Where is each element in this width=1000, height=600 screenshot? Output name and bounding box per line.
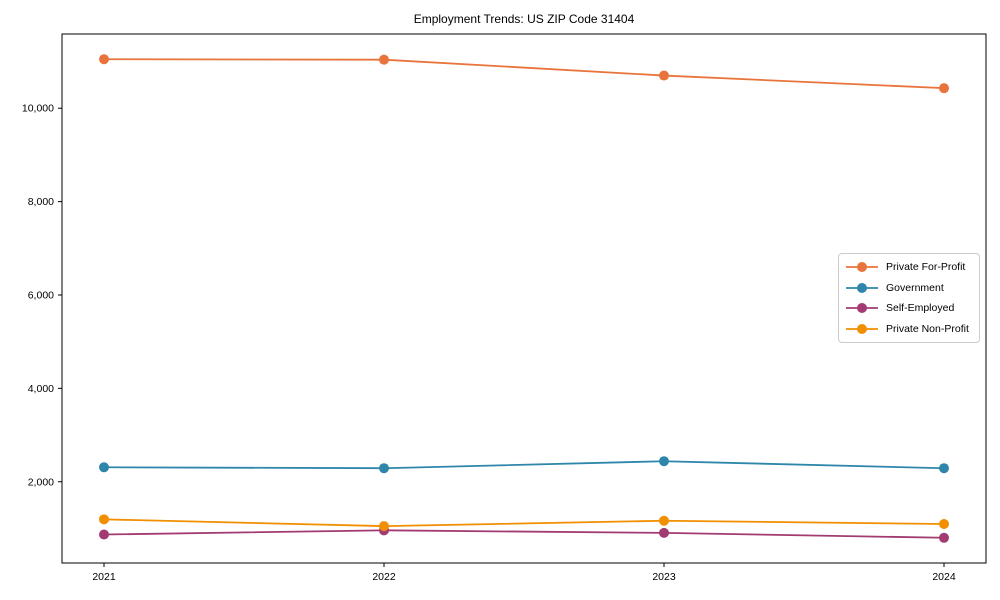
y-tick-label: 10,000 [22, 103, 54, 115]
x-tick-label: 2021 [92, 571, 116, 583]
data-point [659, 527, 669, 538]
data-point [99, 462, 109, 473]
legend-label: Government [886, 281, 944, 294]
y-tick-label: 4,000 [28, 383, 54, 395]
y-tick-label: 6,000 [28, 289, 54, 301]
legend-label: Self-Employed [886, 302, 955, 315]
data-point [939, 463, 949, 474]
data-point [379, 54, 389, 65]
x-tick-label: 2023 [652, 571, 676, 583]
x-tick-label: 2024 [932, 571, 956, 583]
legend-entry: Self-Employed [845, 302, 973, 314]
legend-marker-icon [846, 303, 878, 314]
data-point [379, 463, 389, 474]
y-tick-label: 2,000 [28, 476, 54, 488]
data-point [939, 83, 949, 94]
series-line-private-non-profit [103, 518, 945, 528]
series-line-self-employed [103, 529, 945, 539]
plot-area [61, 33, 987, 564]
x-tick-label: 2022 [372, 571, 396, 583]
data-point [379, 521, 389, 532]
data-point [659, 456, 669, 467]
series-line-private-for-profit [103, 58, 945, 90]
legend: Private For-Profit Government Self-Employe… [838, 253, 980, 343]
legend-entry: Private For-Profit [845, 261, 973, 273]
chart-title: Employment Trends: US ZIP Code 31404 [413, 12, 635, 26]
legend-label: Private For-Profit [886, 261, 966, 274]
legend-entry: Government [845, 282, 973, 294]
data-point [99, 514, 109, 525]
legend-marker-icon [846, 323, 878, 334]
data-point [659, 515, 669, 526]
legend-marker-icon [846, 262, 878, 273]
data-point [99, 529, 109, 540]
legend-entry: Private Non-Profit [845, 323, 973, 335]
data-point [659, 70, 669, 81]
data-point [939, 519, 949, 530]
data-point [939, 532, 949, 543]
series-line-government [103, 460, 945, 470]
legend-marker-icon [846, 282, 878, 293]
data-point [99, 54, 109, 65]
legend-label: Private Non-Profit [886, 322, 969, 335]
y-tick-label: 8,000 [28, 196, 54, 208]
